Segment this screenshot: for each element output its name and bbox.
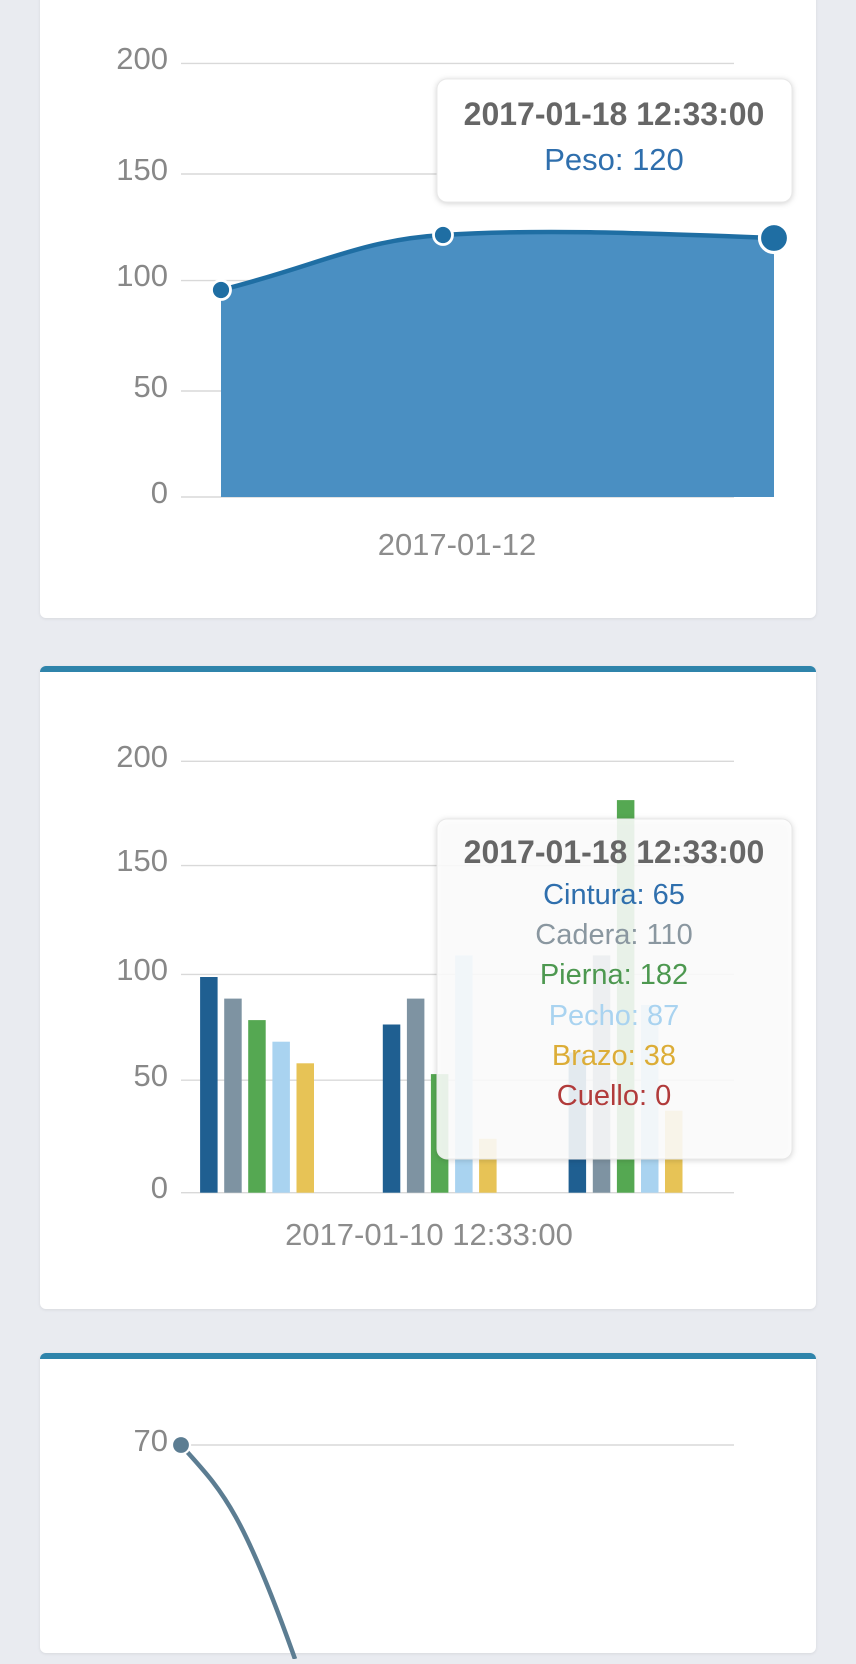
svg-text:Cintura: 65: Cintura: 65 [543, 879, 685, 911]
svg-text:0: 0 [151, 475, 168, 510]
svg-text:2017-01-18 12:33:00: 2017-01-18 12:33:00 [464, 96, 765, 132]
svg-text:Peso: 120: Peso: 120 [544, 142, 684, 177]
svg-text:Brazo: 38: Brazo: 38 [552, 1040, 676, 1072]
svg-text:2017-01-12: 2017-01-12 [378, 527, 537, 562]
svg-text:Pecho: 87: Pecho: 87 [549, 1000, 680, 1032]
svg-text:Pierna: 182: Pierna: 182 [540, 959, 688, 991]
svg-text:150: 150 [116, 843, 168, 878]
svg-text:50: 50 [134, 369, 168, 404]
svg-text:2017-01-10 12:33:00: 2017-01-10 12:33:00 [285, 1217, 573, 1252]
svg-text:200: 200 [116, 41, 168, 76]
svg-text:150: 150 [116, 152, 168, 187]
svg-text:70: 70 [134, 1423, 168, 1458]
svg-text:Cadera: 110: Cadera: 110 [535, 919, 692, 951]
svg-text:0: 0 [151, 1170, 168, 1205]
svg-text:50: 50 [134, 1058, 168, 1093]
svg-text:2017-01-18 12:33:00: 2017-01-18 12:33:00 [464, 834, 765, 870]
svg-text:100: 100 [116, 952, 168, 987]
svg-text:100: 100 [116, 258, 168, 293]
svg-text:200: 200 [116, 739, 168, 774]
svg-text:Cuello: 0: Cuello: 0 [557, 1080, 671, 1112]
